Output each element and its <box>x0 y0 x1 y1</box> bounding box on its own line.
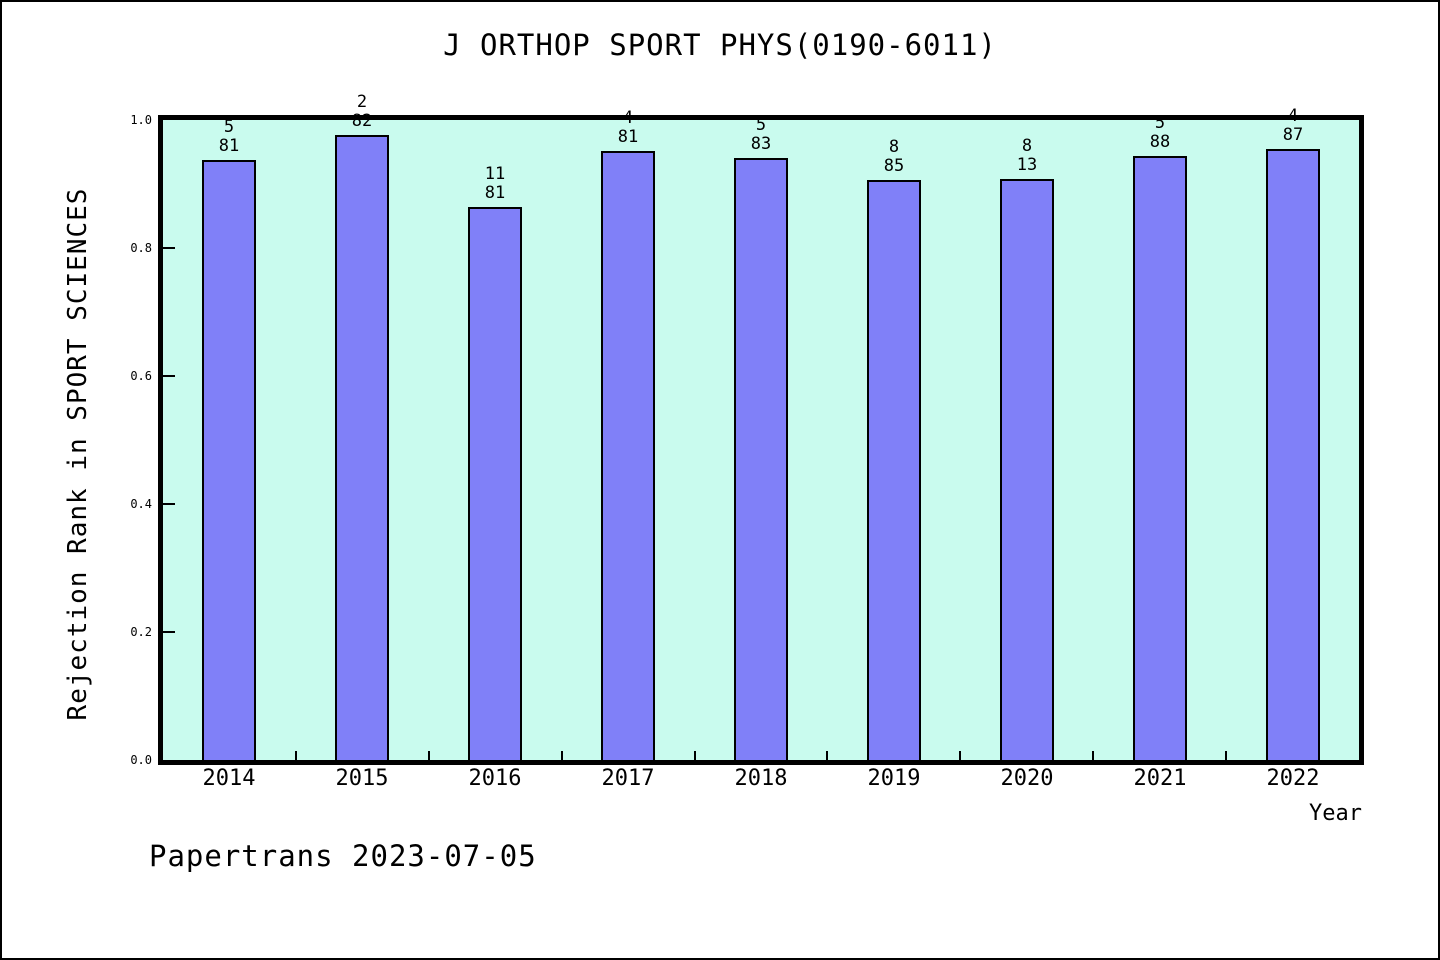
bar-label-numerator: 5 <box>1154 113 1166 133</box>
x-boundary-tick <box>959 751 961 760</box>
bar-label-denominator: 83 <box>750 134 772 154</box>
y-axis-label: Rejection Rank in SPORT SCIENCES <box>63 187 93 721</box>
bar-value-label-2020: 8 13 <box>982 137 1072 175</box>
bar-value-label-2019: 8 85 <box>849 138 939 176</box>
bar-2022 <box>1266 149 1320 760</box>
x-tick-label-2022: 2022 <box>1266 766 1320 791</box>
bar-label-numerator: 8 <box>1021 136 1033 156</box>
x-boundary-tick <box>295 751 297 760</box>
bar-label-numerator: 8 <box>888 137 900 157</box>
bar-label-numerator: 5 <box>755 115 767 135</box>
x-tick-label-2020: 2020 <box>1000 766 1054 791</box>
bar-2020 <box>1000 179 1054 760</box>
bar-label-denominator: 85 <box>883 156 905 176</box>
y-tick-label-1.0: 1.0 <box>130 113 152 127</box>
y-tick-mark <box>163 503 175 505</box>
bar-value-label-2016: 11 81 <box>450 165 540 203</box>
x-boundary-tick <box>694 751 696 760</box>
x-boundary-tick <box>826 751 828 760</box>
x-boundary-tick <box>561 751 563 760</box>
bar-label-denominator: 87 <box>1282 125 1304 145</box>
bar-value-label-2018: 5 83 <box>716 116 806 154</box>
bar-label-numerator: 2 <box>356 92 368 112</box>
y-tick-mark <box>163 247 175 249</box>
bar-label-denominator: 82 <box>351 111 373 131</box>
bar-label-numerator: 11 <box>484 164 506 184</box>
bar-value-label-2017: 4 81 <box>583 109 673 147</box>
bar-2015 <box>335 135 389 760</box>
footer-watermark: Papertrans 2023-07-05 <box>149 839 537 873</box>
y-tick-label-0.6: 0.6 <box>130 369 152 383</box>
x-tick-label-2015: 2015 <box>335 766 389 791</box>
y-tick-mark <box>163 375 175 377</box>
bar-value-label-2014: 5 81 <box>184 118 274 156</box>
bar-label-denominator: 81 <box>484 183 506 203</box>
x-boundary-tick <box>1225 751 1227 760</box>
bar-label-numerator: 4 <box>622 108 634 128</box>
bar-2019 <box>867 180 921 760</box>
x-tick-label-2017: 2017 <box>601 766 655 791</box>
y-tick-label-0.2: 0.2 <box>130 625 152 639</box>
y-tick-label-0.4: 0.4 <box>130 497 152 511</box>
bar-label-denominator: 13 <box>1016 155 1038 175</box>
bar-2016 <box>468 207 522 760</box>
x-tick-label-2021: 2021 <box>1133 766 1187 791</box>
x-tick-label-2014: 2014 <box>202 766 256 791</box>
bar-2014 <box>202 160 256 760</box>
plot-area <box>158 115 1364 765</box>
bar-label-denominator: 88 <box>1149 132 1171 152</box>
bar-2017 <box>601 151 655 760</box>
bar-label-numerator: 5 <box>223 117 235 137</box>
x-tick-label-2019: 2019 <box>867 766 921 791</box>
chart-title: J ORTHOP SPORT PHYS(0190-6011) <box>443 28 997 62</box>
bar-value-label-2015: 2 82 <box>317 93 407 131</box>
x-tick-label-2018: 2018 <box>734 766 788 791</box>
x-boundary-tick <box>1092 751 1094 760</box>
y-tick-label-0.0: 0.0 <box>130 753 152 767</box>
bar-2021 <box>1133 156 1187 760</box>
bar-2018 <box>734 158 788 760</box>
x-axis-label: Year <box>1309 801 1362 826</box>
x-tick-label-2016: 2016 <box>468 766 522 791</box>
bar-value-label-2021: 5 88 <box>1115 114 1205 152</box>
x-boundary-tick <box>428 751 430 760</box>
bar-label-denominator: 81 <box>218 136 240 156</box>
bar-label-numerator: 4 <box>1287 106 1299 126</box>
y-tick-mark <box>163 631 175 633</box>
bar-label-denominator: 81 <box>617 127 639 147</box>
y-tick-label-0.8: 0.8 <box>130 241 152 255</box>
bar-value-label-2022: 4 87 <box>1248 107 1338 145</box>
